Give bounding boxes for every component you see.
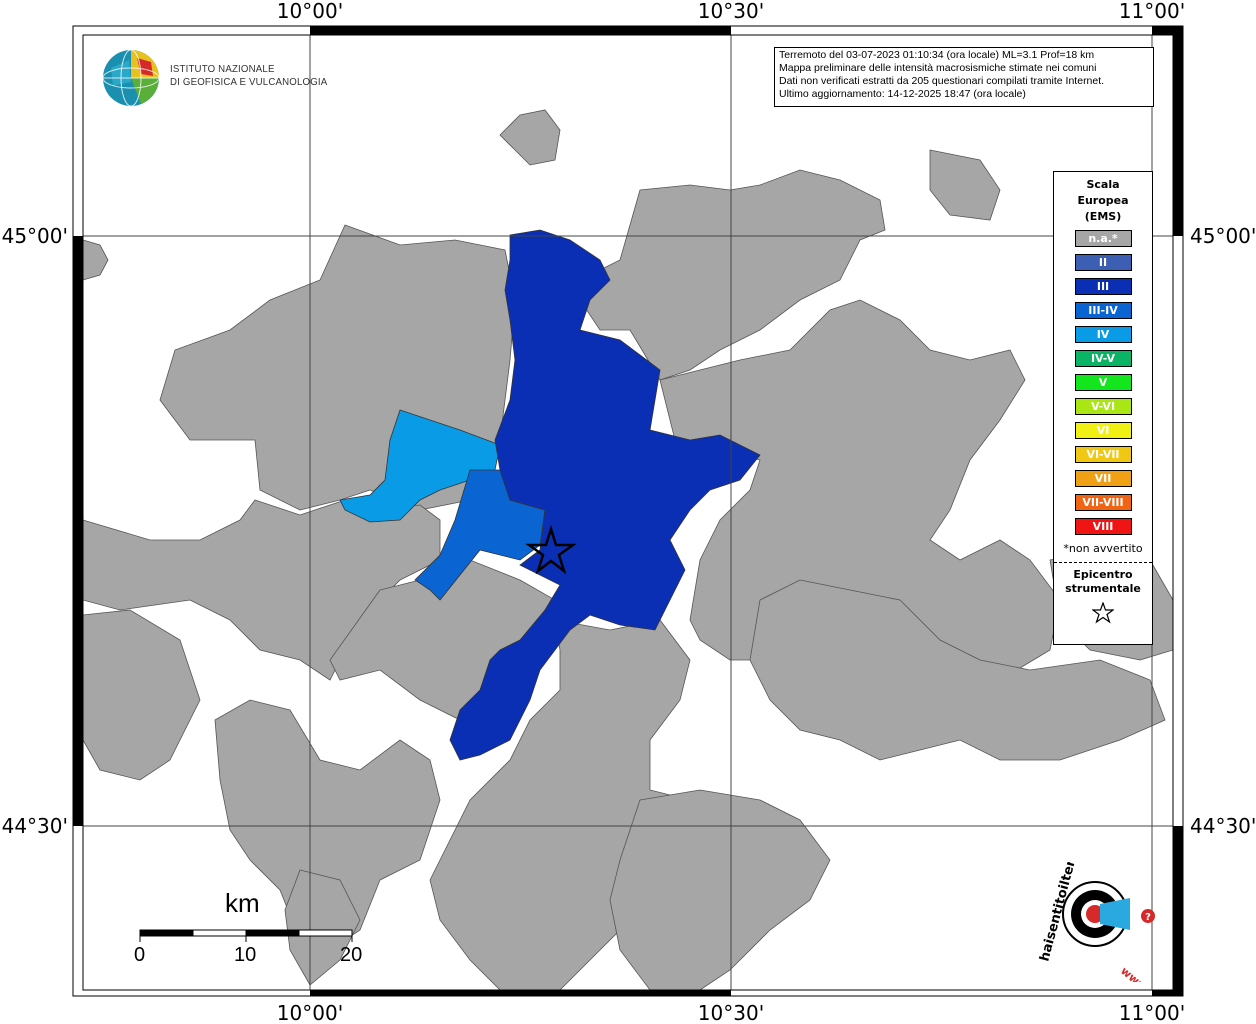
legend-item: II	[1074, 254, 1132, 271]
legend-epicenter-line-2: strumentale	[1065, 582, 1141, 595]
region-north-east	[579, 169, 886, 381]
legend-star-icon	[1054, 601, 1152, 628]
region-southeast	[609, 789, 831, 991]
legend-epicenter: Epicentro strumentale	[1054, 568, 1152, 596]
region-intensity-III	[449, 229, 761, 761]
info-line-4: Ultimo aggiornamento: 14-12-2025 18:47 (…	[779, 88, 1026, 100]
lon-label-top-1: 10°00'	[277, 0, 343, 23]
logo-www: www.	[1118, 964, 1152, 982]
legend-item: VII	[1074, 470, 1132, 487]
info-line-3: Dati non verificati estratti da 205 ques…	[779, 75, 1105, 87]
institute-line-2: DI GEOFISICA E VULCANOLOGIA	[170, 76, 328, 88]
legend-items: n.a.* II III III-IV IV IV-V V V-VI VI VI-VII VII VI…	[1054, 230, 1152, 535]
legend-item: VII-VIII	[1074, 494, 1132, 511]
lon-label-top-3: 11°00'	[1119, 0, 1185, 23]
legend-note: *non avvertito	[1063, 542, 1143, 555]
scale-tick-0: 0	[134, 944, 146, 966]
svg-text:?: ?	[1145, 912, 1151, 923]
info-line-2: Mappa preliminare delle intensità macros…	[779, 62, 1097, 74]
region-north-center	[499, 109, 561, 166]
earthquake-info-box: Terremoto del 03-07-2023 01:10:34 (ora l…	[774, 47, 1154, 107]
legend-item: V	[1074, 374, 1132, 391]
scale-bar	[139, 929, 353, 942]
lat-label-left-2: 44°30'	[2, 814, 68, 838]
intensity-regions	[339, 229, 761, 761]
legend-item: n.a.*	[1074, 230, 1132, 247]
region-south-far	[284, 869, 361, 986]
lat-label-right-1: 45°00'	[1190, 224, 1256, 248]
legend-item: IV	[1074, 326, 1132, 343]
legend-item: III-IV	[1074, 302, 1132, 319]
institute-name: ISTITUTO NAZIONALE DI GEOFISICA E VULCAN…	[170, 63, 327, 89]
legend-epicenter-line-1: Epicentro	[1073, 568, 1133, 581]
region-south-west-mid	[214, 699, 441, 951]
lon-label-bottom-2: 10°30'	[698, 1001, 764, 1024]
lat-label-left-1: 45°00'	[2, 224, 68, 248]
institute-line-1: ISTITUTO NAZIONALE	[170, 63, 275, 75]
haisentito-logo: ? haisentitoilterremoto.it www.	[1037, 862, 1155, 982]
legend-title: Scala Europea (EMS)	[1054, 177, 1152, 225]
info-line-1: Terremoto del 03-07-2023 01:10:34 (ora l…	[779, 49, 1095, 61]
region-east-lower	[749, 579, 1166, 761]
lon-label-top-2: 10°30'	[698, 0, 764, 23]
ingv-globe-icon	[102, 49, 160, 107]
legend-item: VI-VII	[1074, 446, 1132, 463]
scale-tick-10: 10	[234, 944, 257, 966]
map-frame	[72, 25, 1184, 997]
legend-title-line-1: Scala	[1086, 178, 1120, 191]
legend-item: IV-V	[1074, 350, 1132, 367]
legend-item: VI	[1074, 422, 1132, 439]
lon-label-bottom-1: 10°00'	[277, 1001, 343, 1024]
region-southwest	[82, 609, 201, 781]
legend-item: V-VI	[1074, 398, 1132, 415]
lon-label-bottom-3: 11°00'	[1119, 1001, 1185, 1024]
legend-item: III	[1074, 278, 1132, 295]
scale-tick-20: 20	[340, 944, 363, 966]
region-east-small	[929, 149, 1001, 221]
legend-separator	[1054, 562, 1152, 563]
legend-item: VIII	[1074, 518, 1132, 535]
legend-title-line-3: (EMS)	[1084, 210, 1122, 223]
legend-title-line-2: Europea	[1077, 194, 1129, 207]
epicenter-star	[525, 524, 577, 575]
scale-unit: km	[225, 888, 260, 918]
ems-legend: Scala Europea (EMS) n.a.* II III III-IV IV IV…	[1053, 171, 1153, 645]
lat-label-right-2: 44°30'	[1190, 814, 1256, 838]
